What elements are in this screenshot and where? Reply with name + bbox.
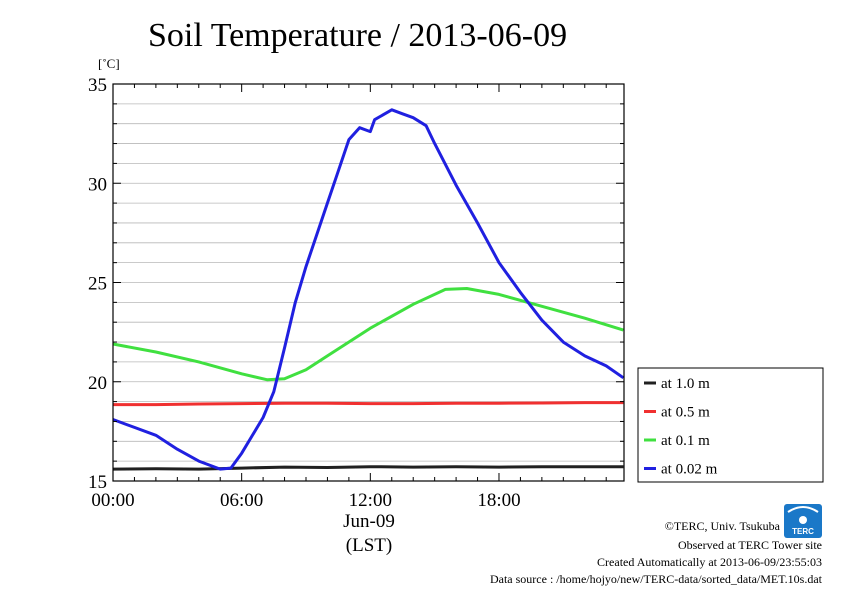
y-tick-label: 35 (88, 75, 107, 96)
x-axis-ticks: 00:00 06:00 12:00 18:00 (91, 84, 607, 511)
legend-label: at 0.1 m (661, 433, 710, 449)
date-label: Jun-09 (343, 511, 395, 532)
y-axis-ticks: 15 20 25 30 35 (88, 75, 624, 493)
y-tick-label: 25 (88, 274, 107, 295)
terc-logo: TERC (784, 504, 822, 538)
credit-observed: Observed at TERC Tower site (678, 538, 822, 552)
series-line (112, 287, 624, 382)
y-axis-unit: [˚C] (98, 56, 120, 71)
legend-label: at 0.5 m (661, 405, 710, 421)
legend-label: at 1.0 m (661, 376, 710, 392)
series-line (113, 401, 624, 407)
y-tick-label: 15 (88, 472, 107, 493)
legend: at 1.0 m at 0.5 m at 0.1 m at 0.02 m (637, 367, 824, 483)
y-tick-label: 30 (88, 174, 107, 195)
gridlines (113, 103, 624, 462)
logo-text: TERC (792, 527, 814, 536)
series-lines (112, 108, 625, 471)
series-line (112, 108, 625, 471)
x-tick-label: 06:00 (220, 490, 263, 511)
x-axis-label: (LST) (346, 535, 392, 556)
series-line (112, 465, 624, 471)
x-tick-label: 12:00 (349, 490, 392, 511)
credit-copyright: ©TERC, Univ. Tsukuba (665, 519, 781, 533)
legend-label: at 0.02 m (661, 462, 718, 478)
x-tick-label: 00:00 (91, 490, 134, 511)
legend-box (637, 367, 824, 483)
chart-title: Soil Temperature / 2013-06-09 (148, 17, 567, 54)
y-tick-label: 20 (88, 373, 107, 394)
wave-icon (787, 506, 819, 513)
credit-created: Created Automatically at 2013-06-09/23:5… (597, 555, 822, 569)
drop-icon (799, 516, 807, 524)
credit-source: Data source : /home/hojyo/new/TERC-data/… (490, 572, 823, 586)
x-tick-label: 18:00 (477, 490, 520, 511)
